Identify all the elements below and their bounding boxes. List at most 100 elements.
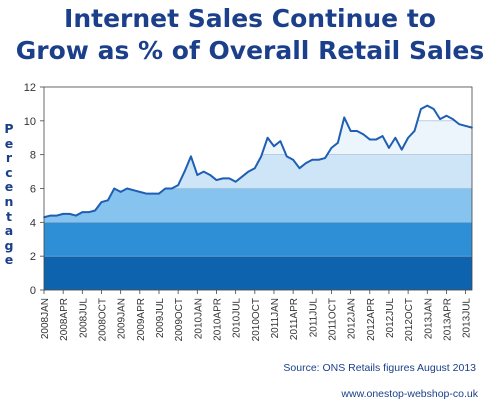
data-point [375,138,377,141]
y-axis-label-letter: g [4,237,14,253]
data-point [388,147,390,149]
data-point [228,177,231,180]
data-point [305,162,307,164]
data-point [241,175,243,178]
data-point [356,130,358,132]
x-tick-label: 2012APR [366,298,377,341]
data-point [311,158,314,161]
x-tick-labels: 2008JAN 2008APR 2008JUL 2008OCT 2009JAN 2009A… [40,290,473,341]
data-point [432,108,435,110]
data-point [343,116,346,119]
x-tick-label: 2013JUL [462,298,473,338]
x-tick-label: 2009JUL [155,298,166,338]
area-above-series [44,87,472,218]
data-point [132,189,135,191]
data-point [324,157,326,159]
data-point [464,125,467,127]
data-point [202,170,205,173]
data-point [190,155,192,158]
data-point [107,199,109,202]
y-tick-label: 12 [24,82,36,94]
data-point [317,158,320,161]
data-point [113,187,116,190]
data-point [196,174,199,176]
data-point [170,187,173,190]
band-4-6 [44,188,472,223]
y-tick-label: 4 [30,217,36,229]
data-point [87,211,90,213]
data-point [260,155,262,158]
data-point [139,191,141,193]
x-tick-label: 2011JUL [308,298,319,338]
x-tick-label: 2010OCT [251,298,262,341]
series-area [43,87,473,219]
data-point [68,213,71,215]
series-line [43,104,473,219]
x-tick-label: 2012JAN [347,298,358,339]
data-point [62,213,64,215]
data-point [330,147,333,149]
data-point [151,192,154,195]
data-point [266,136,269,139]
data-point [55,214,58,217]
data-point [426,104,429,107]
x-tick-label: 2010APR [212,298,223,341]
y-tick-label: 2 [30,251,36,263]
x-tick-label: 2008JAN [40,298,51,339]
data-point [75,214,77,217]
band-0-2 [44,256,472,290]
data-point [292,158,294,161]
x-tick-label: 2010JAN [193,298,204,339]
y-axis-label-letter: e [4,135,14,151]
data-point [394,136,397,139]
data-point [285,155,288,158]
data-point [458,123,461,126]
source-note: Source: ONS Retails figures August 2013 [283,362,476,374]
y-axis-label-letter: t [6,208,12,224]
y-tick-labels: 0 2 4 6 8 10 12 [24,82,44,297]
data-point [445,114,448,117]
y-axis-label-letter: a [4,223,14,239]
data-point [381,135,384,137]
data-point [234,180,237,183]
x-tick-label: 2011OCT [327,298,338,341]
y-axis-label-letter: r [5,150,13,166]
y-axis-label-letter: P [4,121,14,136]
data-point [183,170,186,173]
y-tick-label: 8 [30,150,36,162]
data-point [81,211,84,213]
chart-title-line-1: Internet Sales Continue to [64,4,436,33]
data-point [119,191,122,193]
x-tick-label: 2011APR [289,298,300,340]
data-point [222,177,224,180]
y-axis-label-letter: c [5,164,13,180]
data-point [368,138,371,141]
data-point [337,142,339,144]
data-point [100,201,103,203]
x-tick-label: 2009OCT [174,298,185,341]
chart-title-line-2: Grow as % of Overall Retail Sales [15,36,485,65]
data-point [158,192,160,195]
data-point [126,187,128,190]
y-tick-label: 6 [30,184,36,196]
data-point [452,118,454,120]
x-tick-label: 2008APR [59,298,70,341]
data-point [209,174,211,176]
x-tick-label: 2013JAN [423,298,434,339]
x-tick-label: 2013APR [442,298,453,341]
data-point [254,167,256,169]
x-tick-label: 2012OCT [404,298,415,341]
y-tick-label: 0 [30,285,36,297]
x-tick-label: 2009APR [136,298,147,341]
x-tick-label: 2012JUL [385,298,396,338]
data-point [279,140,282,142]
y-tick-label: 10 [24,116,36,128]
data-point [413,130,416,132]
data-point [349,130,352,132]
y-axis-label-letter: e [4,179,14,195]
x-tick-label: 2009JAN [117,298,128,339]
data-point [94,209,96,212]
x-tick-label: 2008OCT [97,298,108,341]
data-point [400,148,403,151]
